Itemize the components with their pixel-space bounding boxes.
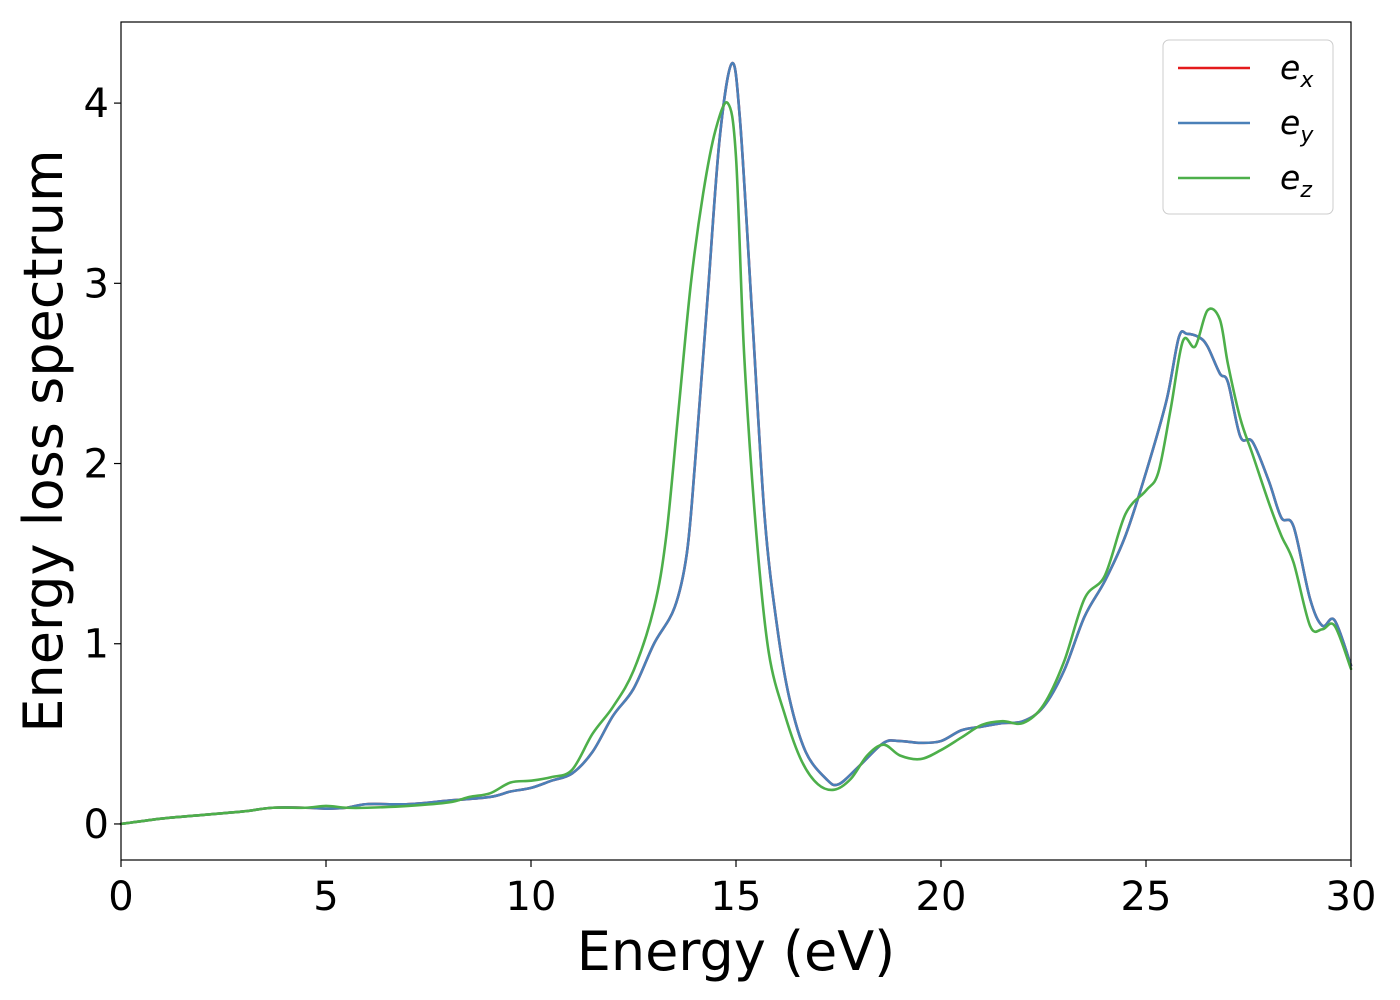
x-tick-label: 15 — [711, 874, 762, 920]
x-axis-label: Energy (eV) — [577, 920, 896, 983]
x-tick-label: 10 — [506, 874, 557, 920]
legend-frame — [1162, 39, 1334, 215]
series-line-e-y — [119, 61, 1353, 826]
y-tick-label: 0 — [84, 802, 109, 848]
x-tick-label: 0 — [108, 874, 133, 920]
x-tick-label: 20 — [916, 874, 967, 920]
y-tick-label: 4 — [84, 81, 109, 127]
legend-label-e-z: ez — [1280, 158, 1312, 203]
x-tick-label: 30 — [1326, 874, 1377, 920]
x-tick-label: 5 — [313, 874, 338, 920]
x-tick-label: 25 — [1121, 874, 1172, 920]
legend: ex ey ez — [1162, 39, 1334, 215]
legend-label-e-y: ey — [1280, 103, 1314, 148]
y-axis-label: Energy loss spectrum — [12, 149, 75, 732]
series-line-e-z — [119, 101, 1353, 826]
y-tick-label: 1 — [84, 622, 109, 668]
legend-label-e-x: ex — [1280, 48, 1314, 93]
y-tick-label: 3 — [84, 261, 109, 307]
y-tick-label: 2 — [84, 442, 109, 488]
series-layer — [119, 61, 1353, 826]
y-axis-ticks: 0 1 2 3 4 — [84, 81, 121, 848]
x-axis-ticks: 0 5 10 15 20 25 30 — [108, 860, 1376, 920]
